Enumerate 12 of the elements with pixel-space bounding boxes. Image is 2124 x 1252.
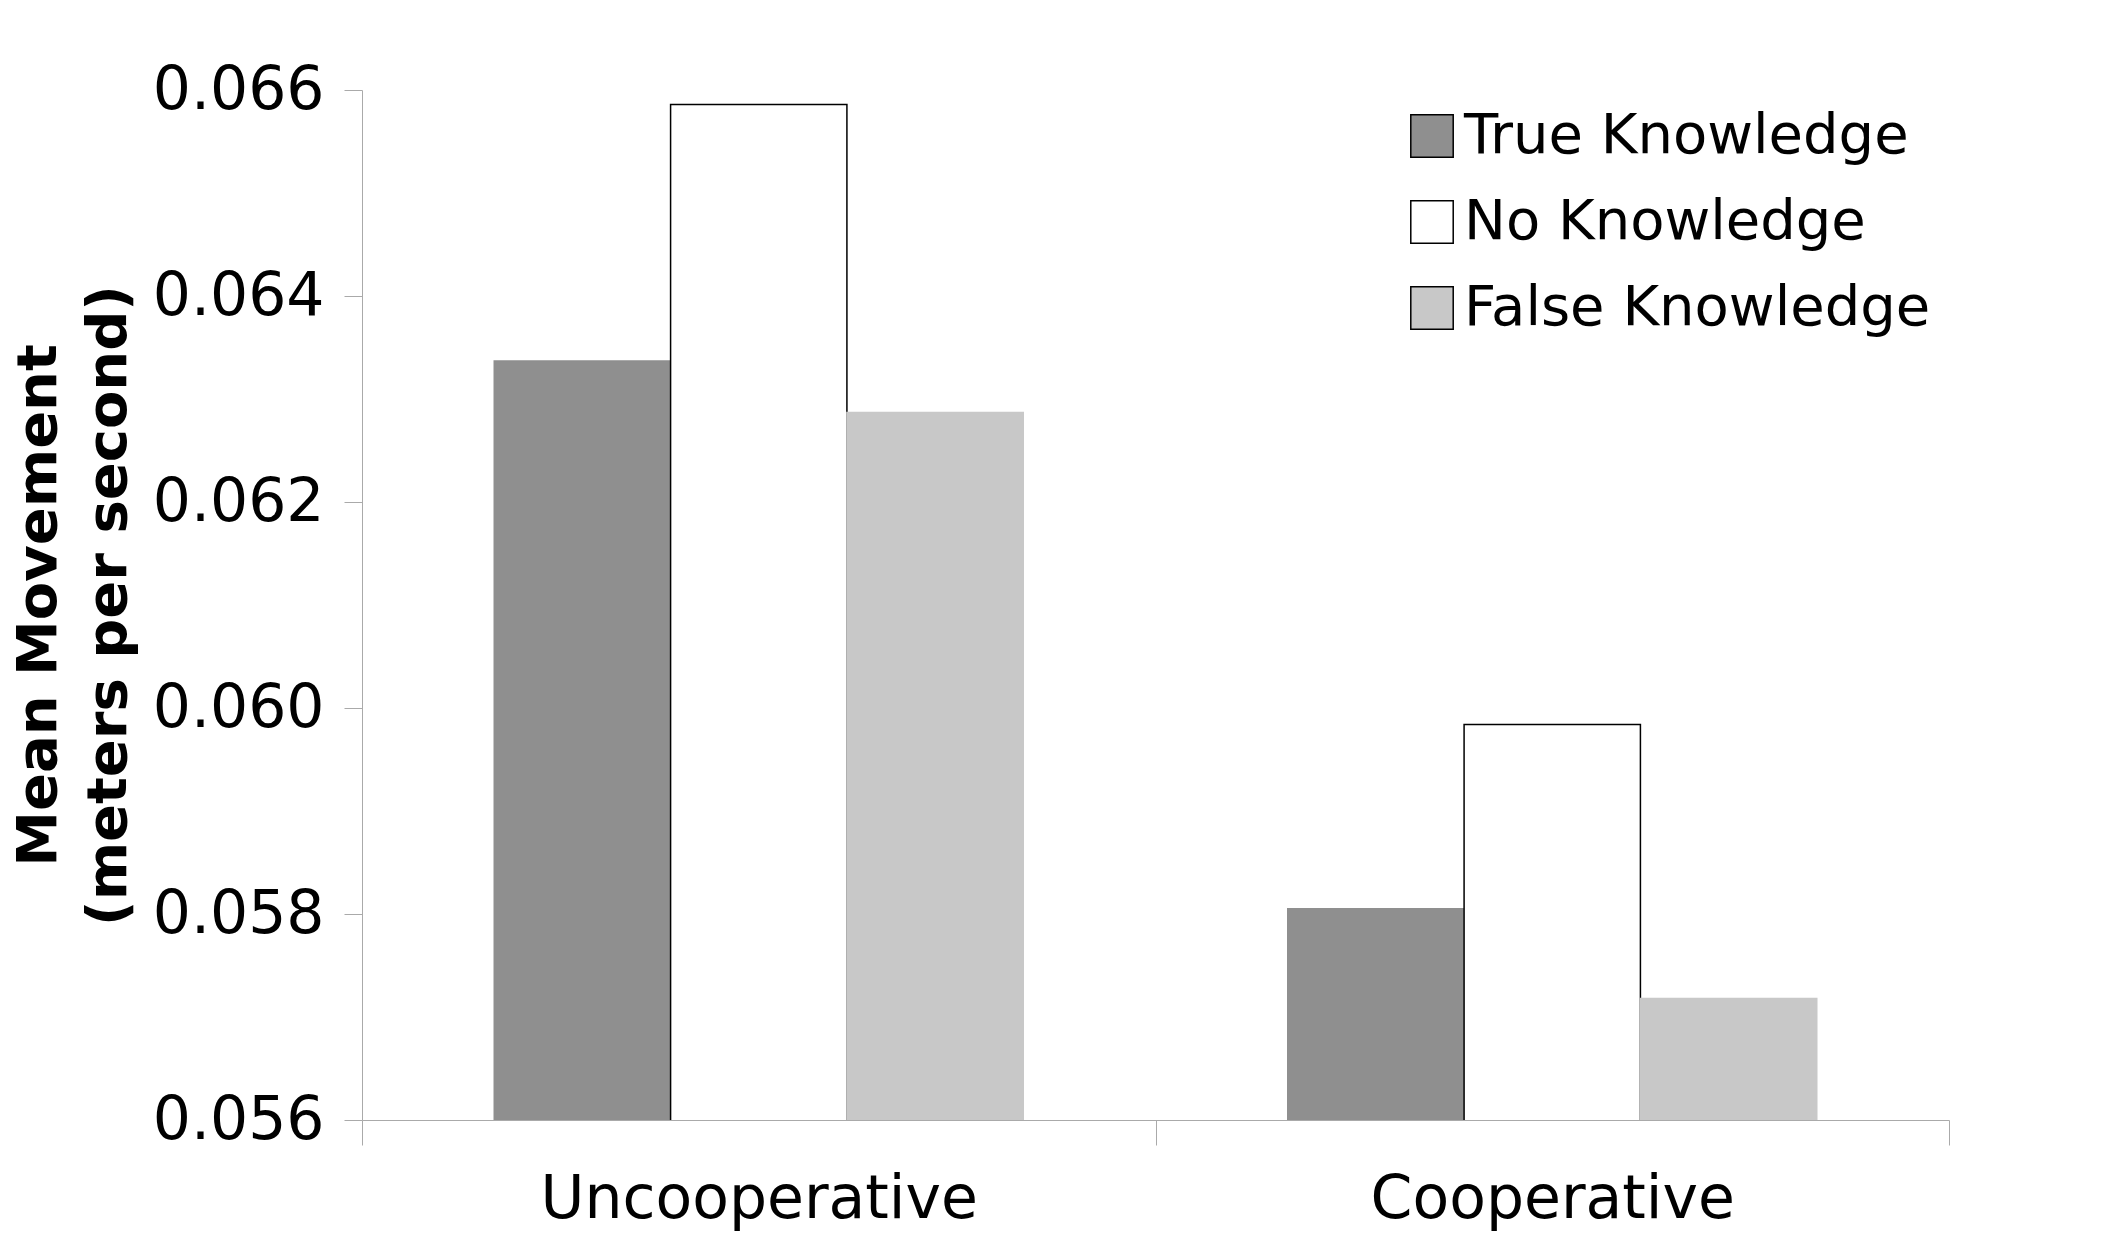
legend-label: False Knowledge bbox=[1464, 273, 1931, 338]
y-tick-label: 0.060 bbox=[152, 670, 325, 741]
x-tick-label: Cooperative bbox=[1370, 1161, 1735, 1232]
y-tick-label: 0.056 bbox=[152, 1082, 325, 1153]
y-tick-label: 0.064 bbox=[152, 258, 325, 329]
y-axis-title: Mean Movement (meters per second) bbox=[3, 285, 139, 926]
legend-label: True Knowledge bbox=[1463, 101, 1909, 166]
x-tick-label: Uncooperative bbox=[540, 1161, 978, 1232]
y-tick-label: 0.066 bbox=[152, 52, 325, 123]
y-tick-label: 0.062 bbox=[152, 464, 325, 535]
legend-label: No Knowledge bbox=[1464, 187, 1866, 252]
y-tick-label: 0.058 bbox=[152, 876, 325, 947]
